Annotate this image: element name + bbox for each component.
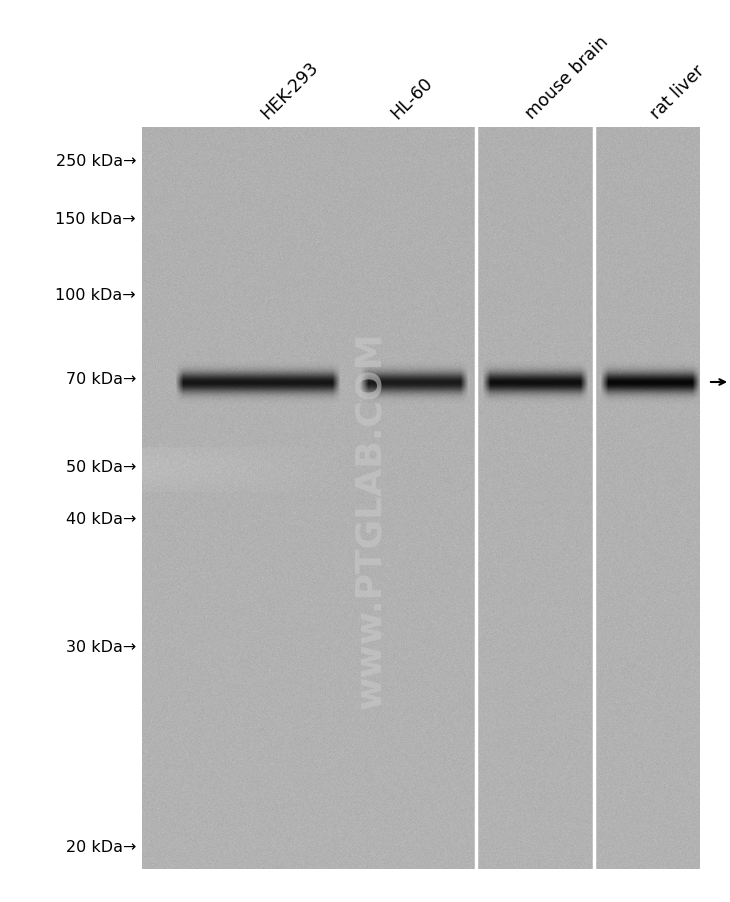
Text: mouse brain: mouse brain — [522, 33, 612, 123]
Text: 70 kDa→: 70 kDa→ — [66, 373, 136, 387]
Text: HL-60: HL-60 — [388, 74, 436, 123]
Text: 250 kDa→: 250 kDa→ — [55, 154, 136, 170]
Text: 30 kDa→: 30 kDa→ — [66, 640, 136, 655]
Text: HEK-293: HEK-293 — [257, 59, 322, 123]
Text: 100 kDa→: 100 kDa→ — [55, 287, 136, 302]
Text: rat liver: rat liver — [648, 62, 708, 123]
Text: 20 kDa→: 20 kDa→ — [66, 840, 136, 854]
Text: 50 kDa→: 50 kDa→ — [66, 460, 136, 475]
Text: www.PTGLAB.COM: www.PTGLAB.COM — [353, 331, 387, 708]
Text: 40 kDa→: 40 kDa→ — [66, 512, 136, 527]
Text: 150 kDa→: 150 kDa→ — [55, 212, 136, 227]
